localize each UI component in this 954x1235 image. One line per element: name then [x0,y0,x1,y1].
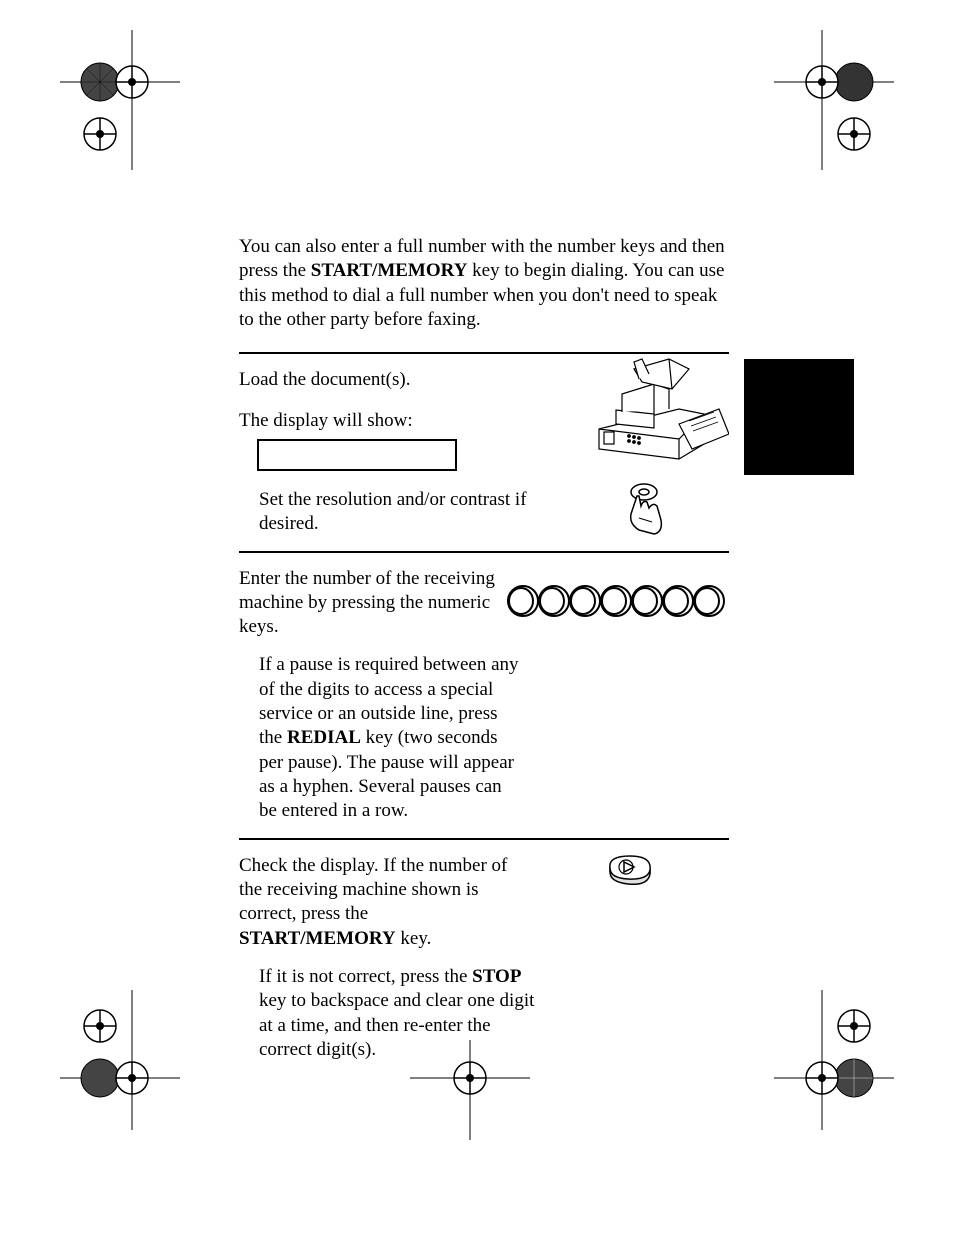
finger-press-icon [619,482,669,542]
step1-line3: Set the resolution and/or contrast if de… [239,488,539,537]
step1-line1: Load the document(s). [239,368,539,392]
step3-line1: Check the display. If the number of the … [239,854,514,951]
step-3: Check the display. If the number of the … [239,838,729,1063]
intro-paragraph: You can also enter a full number with th… [239,235,729,352]
step-2: Enter the number of the receiving machin… [239,551,729,838]
step3-sub-a: If it is not correct, press the [259,966,472,987]
step-1: Load the document(s). The display will s… [239,352,729,550]
fax-machine-illustration [584,354,729,474]
numeric-keys-icon [507,583,727,619]
step2-line1: Enter the number of the receiving machin… [239,567,501,640]
crop-mark-top-right [774,30,894,170]
display-box [257,439,457,471]
intro-bold: START/MEMORY [311,260,468,281]
step2-sub-bold: REDIAL [287,727,361,748]
step3-t1-bold: START/MEMORY [239,928,396,949]
side-tab [744,359,854,475]
step3-sub-bold: STOP [472,966,521,987]
page-content: You can also enter a full number with th… [239,235,729,1062]
crop-mark-top-left [60,30,180,170]
step2-sub: If a pause is required between any of th… [239,653,519,823]
step3-sub-b: key to backspace and clear one digit at … [259,990,534,1060]
step3-t1-b: key. [396,928,432,949]
crop-mark-bottom-left [60,990,180,1130]
crop-mark-bottom-right [774,990,894,1130]
step1-line2: The display will show: [239,409,539,433]
step3-sub: If it is not correct, press the STOP key… [239,965,539,1062]
step3-t1-a: Check the display. If the number of the … [239,855,507,925]
start-key-icon [606,854,654,893]
